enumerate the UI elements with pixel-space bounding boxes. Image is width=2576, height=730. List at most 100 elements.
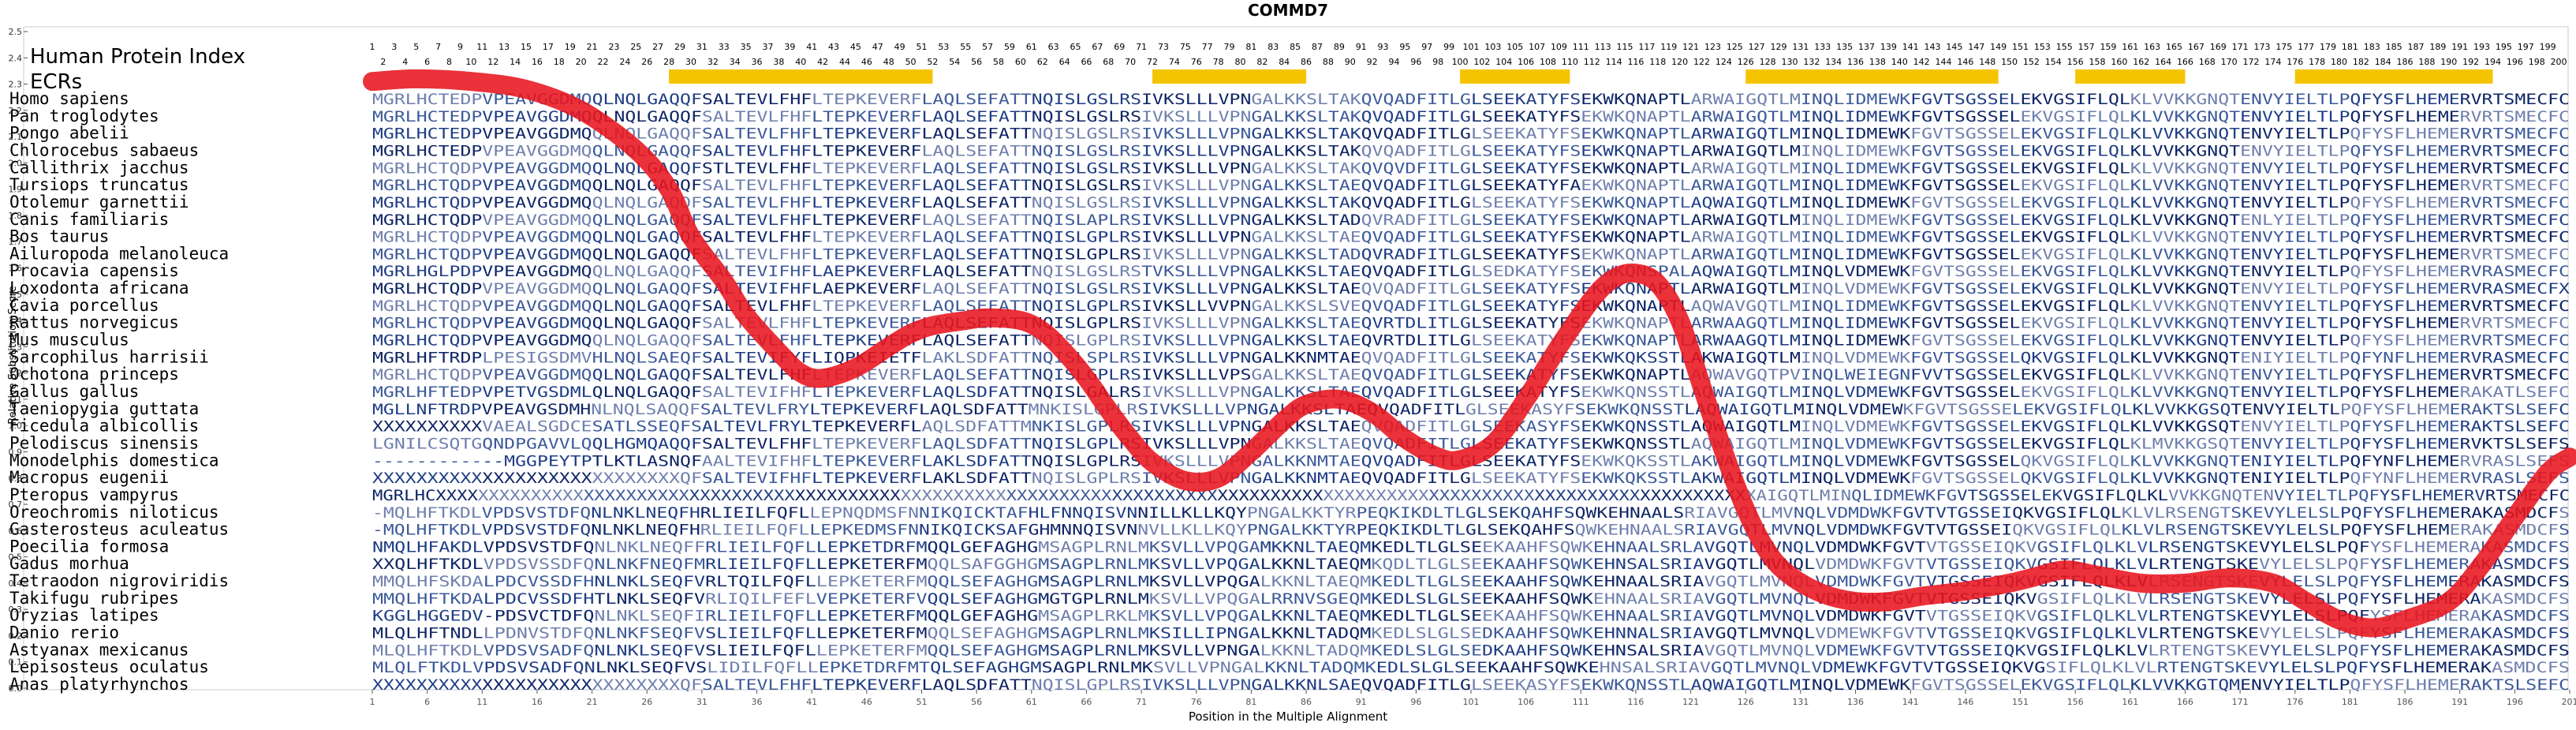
x-tick-label: 41 xyxy=(806,697,817,707)
protein-index-number: 181 xyxy=(2342,42,2358,52)
sequence-segment: QVQADFITLG xyxy=(1361,143,1471,159)
x-tick-label: 181 xyxy=(2342,697,2358,707)
y-tick-label: 1.2 xyxy=(9,369,23,379)
sequence-segment: QFYSFLHEME xyxy=(2350,281,2459,298)
protein-index-number: 121 xyxy=(1682,42,1699,52)
sequence-segment: EDLSLGLSEE xyxy=(1376,660,1488,676)
sequence-segment: KSVLLVPQGA xyxy=(1149,608,1260,625)
sequence-segment: EKVGSIFLQL xyxy=(2021,677,2130,694)
sequence-segment: KLVVKKGTQM xyxy=(2130,677,2240,694)
sequence-segment: VYLELSLPQF xyxy=(2259,556,2370,573)
x-tick-label: 111 xyxy=(1573,697,1589,707)
protein-index-number: 74 xyxy=(1169,57,1180,67)
sequence-segment: YLELSLPQFY xyxy=(2268,660,2380,676)
sequence-segment: INQLIDMEWK xyxy=(1801,246,1910,263)
protein-index-number: 167 xyxy=(2188,42,2205,52)
sequence-segment: VPDSVSTDFQ xyxy=(482,505,592,522)
sequence-segment: KLVVKKGNQT xyxy=(2130,178,2240,194)
sequence-segment: EKVGSIFLQL xyxy=(2021,436,2130,452)
sequence-segment: VYLELSLPQF xyxy=(2259,642,2370,659)
sequence-segment: VVKKGNQTEN xyxy=(2168,488,2274,504)
sequence-segment: ALTEVLFRYL xyxy=(702,419,812,436)
sequence-segment: KLMVKKGSQT xyxy=(2130,436,2240,452)
sequence-segment: LSEEKATYFS xyxy=(1471,92,1581,108)
sequence-segment: LTEPKEVERF xyxy=(812,126,921,143)
protein-index-number: 109 xyxy=(1551,42,1567,52)
sequence-segment: FGVTSGSSEL xyxy=(1910,470,2020,487)
sequence-segment: QKVGSIFLQL xyxy=(2021,350,2130,366)
protein-index-number: 196 xyxy=(2507,57,2523,67)
sequence-segment: LSEEKASYFS xyxy=(1471,419,1581,436)
sequence-segment: IVKSLLLVPN xyxy=(1141,677,1251,694)
sequence-segment: LAQLSEFATT xyxy=(922,230,1032,246)
protein-index-number: 58 xyxy=(993,57,1004,67)
protein-index-number: 153 xyxy=(2034,42,2051,52)
sequence-segment: MGRLHCTQDP xyxy=(372,178,482,194)
sequence-segment: ENVYIELTLP xyxy=(2240,178,2350,194)
species-name: Monodelphis domestica xyxy=(9,451,219,470)
sequence-segment: ERAKTSLSEF xyxy=(2450,402,2559,418)
sequence-segment: QFYSFLHEME xyxy=(2350,333,2459,350)
sequence-segment: SEKWKQNSST xyxy=(1575,402,1685,418)
sequence-segment: QFYSFLHEME xyxy=(2350,126,2459,143)
sequence-segment: LAQLSDFATT xyxy=(922,384,1032,401)
sequence-segment: RVRTSMECFC xyxy=(2460,367,2570,384)
x-tick-label: 96 xyxy=(1410,697,1421,707)
sequence-segment: EKWKQNAPTL xyxy=(1581,178,1690,194)
sequence-segment: MSAGPLRNLM xyxy=(1038,642,1149,659)
protein-index-number: 172 xyxy=(2243,57,2260,67)
sequence-segment: GALKKSLTAE xyxy=(1251,230,1361,246)
protein-index-number: 122 xyxy=(1693,57,1710,67)
protein-index-number: 91 xyxy=(1356,42,1367,52)
species-sequence: XXXXXXXXXX XXXXXXXXXX XXXXXXXXQF SALTEVIFHF… xyxy=(372,470,2570,487)
sequence-segment: VDMDWKFGVT xyxy=(1815,574,1926,590)
species-sequence: -MQLHFTKDL VPDSVSTDFQ NLNKLNEQFH RLIEILFQFL… xyxy=(372,505,2570,522)
protein-index-number: 154 xyxy=(2045,57,2062,67)
protein-index-number: 176 xyxy=(2287,57,2303,67)
species-sequence: MLQLFTKDLV PDSVSADFQN LNKLSEQFVS LIDILFQFLL… xyxy=(372,660,2570,676)
sequence-segment: INQLVDMEWK xyxy=(1801,384,1910,401)
species-sequence: MGRLHCTEDP VPEAVGGDMQ QLNQLGAQQF SALTEVLFHF… xyxy=(372,92,2570,108)
sequence-segment: LRTENGTSKE xyxy=(2148,626,2259,642)
sequence-segment: LRTENGTSKE xyxy=(2148,642,2259,659)
sequence-segment: QQLSEFAGHG xyxy=(928,642,1039,659)
sequence-segment: LPESIGSDMV xyxy=(482,350,592,366)
x-tick-label: 116 xyxy=(1627,697,1644,707)
sequence-segment: LAQLSEFATT xyxy=(922,178,1032,194)
sequence-segment: XXXXXXXXXX xyxy=(372,677,482,694)
sequence-segment: GALKKNLSAE xyxy=(1251,677,1361,694)
protein-index-number: 1 xyxy=(370,42,375,52)
sequence-segment: NQISLGPLRS xyxy=(1032,316,1141,332)
sequence-segment: RVRTSMECFC xyxy=(2460,143,2570,159)
sequence-segment: ENVYIELTLP xyxy=(2240,677,2350,694)
protein-index-number: 97 xyxy=(1421,42,1432,52)
sequence-segment: EKVGSIFLQL xyxy=(2021,92,2130,108)
sequence-segment: VPDSVSTDFQ xyxy=(483,539,595,556)
sequence-segment: MINQLVDMEW xyxy=(1794,402,1903,418)
sequence-segment: LSEEKATYFS xyxy=(1471,453,1581,470)
protein-index-number: 159 xyxy=(2100,42,2116,52)
sequence-segment: AQWAIGQTLM xyxy=(1691,264,1801,280)
sequence-segment: QFYSFLHEME xyxy=(2350,264,2459,280)
protein-index-number: 80 xyxy=(1234,57,1245,67)
sequence-segment: XXXXXXXXXX xyxy=(1218,488,1323,504)
sequence-segment: QVQADFITLG xyxy=(1361,384,1471,401)
sequence-segment: HNSALSRIAV xyxy=(1600,660,1711,676)
sequence-segment: GVTVTGSSEI xyxy=(1902,505,2012,522)
sequence-segment: MGRLHCTQDP xyxy=(372,333,482,350)
sequence-segment: SKEVYLELSL xyxy=(2231,505,2340,522)
y-tick-label: 0.0 xyxy=(9,683,23,694)
sequence-segment: LTEPKEVERF xyxy=(812,384,921,401)
sequence-segment: LSEEKATYFS xyxy=(1471,143,1581,159)
sequence-segment: NQISLGSLRS xyxy=(1032,126,1141,143)
sequence-segment: EKWKQNSSTL xyxy=(1581,419,1690,436)
sequence-segment: LTEPKEVERF xyxy=(812,92,921,108)
sequence-segment: EKVGSIFLQL xyxy=(2021,109,2130,125)
x-tick-label: 71 xyxy=(1136,697,1147,707)
sequence-segment: LAEPKEVERF xyxy=(812,281,921,298)
x-tick-label: 191 xyxy=(2451,697,2468,707)
sequence-segment: QNDPGAVVLQ xyxy=(482,436,592,452)
sequence-segment: ARWAIGQTLM xyxy=(1691,109,1801,125)
species-name: Procavia capensis xyxy=(9,261,179,280)
sequence-segment: INQLVDMEWK xyxy=(1801,677,1910,694)
